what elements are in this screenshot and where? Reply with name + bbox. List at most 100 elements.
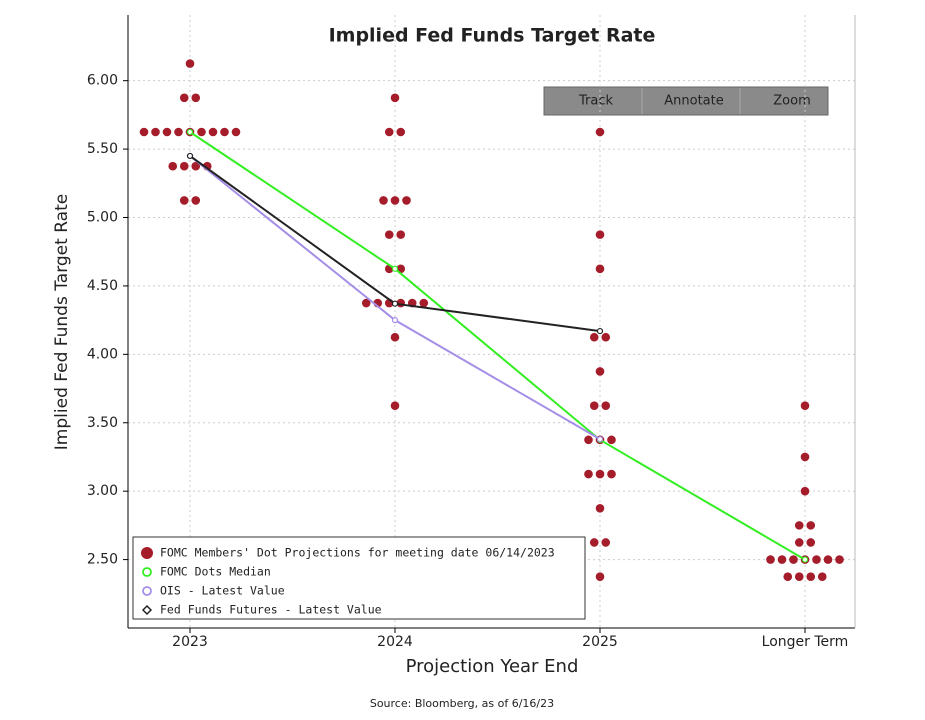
dot (384, 127, 394, 137)
dot (390, 93, 400, 103)
dot (191, 161, 201, 171)
dot (179, 196, 189, 205)
dot (151, 127, 160, 137)
dot (806, 538, 816, 547)
line-point (391, 317, 399, 324)
chart-title: Implied Fed Funds Target Rate (329, 25, 656, 47)
dot (595, 469, 605, 479)
dot (191, 196, 201, 205)
legend-swatch (142, 586, 152, 596)
toolbar-button[interactable]: Annotate (664, 94, 723, 109)
dot (812, 555, 821, 564)
y-tick-label: 2.50 (87, 552, 118, 568)
dot (794, 538, 804, 547)
y-tick-label: 4.50 (87, 278, 118, 294)
dot (783, 572, 793, 581)
dot (220, 127, 229, 137)
legend-label: Fed Funds Futures - Latest Value (160, 603, 382, 617)
line-point (596, 436, 604, 443)
legend-swatch (142, 567, 152, 577)
legend-box (132, 536, 586, 620)
y-tick-label: 3.00 (87, 483, 118, 499)
dot (162, 127, 172, 137)
dot (800, 401, 810, 410)
y-tick-label: 4.00 (87, 346, 118, 362)
x-tick-label: 2023 (172, 634, 208, 650)
toolbar-button[interactable]: Zoom (773, 94, 810, 109)
legend-swatch (141, 547, 153, 559)
dot (595, 572, 605, 581)
dot (390, 196, 400, 205)
dot (589, 538, 599, 547)
dot (384, 230, 394, 239)
dot (191, 93, 201, 103)
legend-label: FOMC Members' Dot Projections for meetin… (160, 546, 555, 560)
x-axis-label: Projection Year End (406, 656, 579, 677)
dot (595, 367, 605, 376)
dot (794, 521, 804, 530)
dot (607, 435, 616, 445)
legend-label: OIS - Latest Value (160, 584, 285, 598)
dot (174, 127, 183, 137)
plot-area (128, 15, 855, 628)
dot (179, 161, 189, 171)
line-point (186, 128, 194, 136)
dot (139, 127, 149, 137)
dot (601, 401, 611, 410)
dot (168, 161, 178, 171)
dot (823, 555, 833, 564)
source-note: Source: Bloomberg, as of 6/16/23 (370, 697, 554, 710)
dot (208, 127, 218, 137)
legend-label: FOMC Dots Median (160, 565, 271, 579)
line-point (186, 152, 194, 160)
dot (607, 469, 616, 479)
dot (601, 332, 611, 342)
dot (390, 332, 400, 342)
dot (197, 127, 206, 137)
y-axis-label: Implied Fed Funds Target Rate (52, 194, 72, 450)
legend: FOMC Members' Dot Projections for meetin… (132, 536, 586, 620)
toolbar-bg (543, 86, 829, 116)
x-tick-label: 2024 (377, 634, 413, 650)
dot (595, 264, 605, 274)
dot (800, 486, 810, 496)
dot (419, 298, 429, 308)
y-tick-label: 5.00 (87, 210, 118, 226)
dot (589, 401, 599, 410)
dot (390, 401, 400, 410)
dot (402, 196, 411, 205)
dot (231, 127, 241, 137)
x-tick-label: Longer Term (762, 634, 849, 650)
dot (589, 332, 599, 342)
x-tick-label: 2025 (582, 634, 618, 650)
dot (794, 572, 804, 581)
dot (185, 59, 195, 68)
y-tick-label: 3.50 (87, 415, 118, 431)
dot (817, 572, 827, 581)
y-tick-label: 6.00 (87, 73, 118, 89)
dot (361, 298, 371, 308)
dot (379, 196, 388, 205)
dot (584, 435, 593, 445)
dot (584, 469, 593, 479)
dot (601, 538, 611, 547)
dot (595, 230, 605, 239)
dot (396, 127, 406, 137)
dot (396, 230, 406, 239)
dot (777, 555, 787, 564)
dot (595, 503, 605, 513)
dot (179, 93, 189, 103)
line-point (391, 300, 399, 307)
dot (595, 127, 605, 137)
line-point (801, 556, 809, 563)
toolbar-button[interactable]: Track (578, 94, 613, 109)
dot (789, 555, 798, 564)
dot (800, 452, 810, 462)
toolbar: Track Annotate Zoom (543, 86, 829, 116)
y-tick-label: 5.50 (87, 141, 118, 157)
dot (806, 572, 816, 581)
dot (766, 555, 775, 564)
legend-swatch (141, 604, 153, 616)
line-point (391, 265, 399, 272)
